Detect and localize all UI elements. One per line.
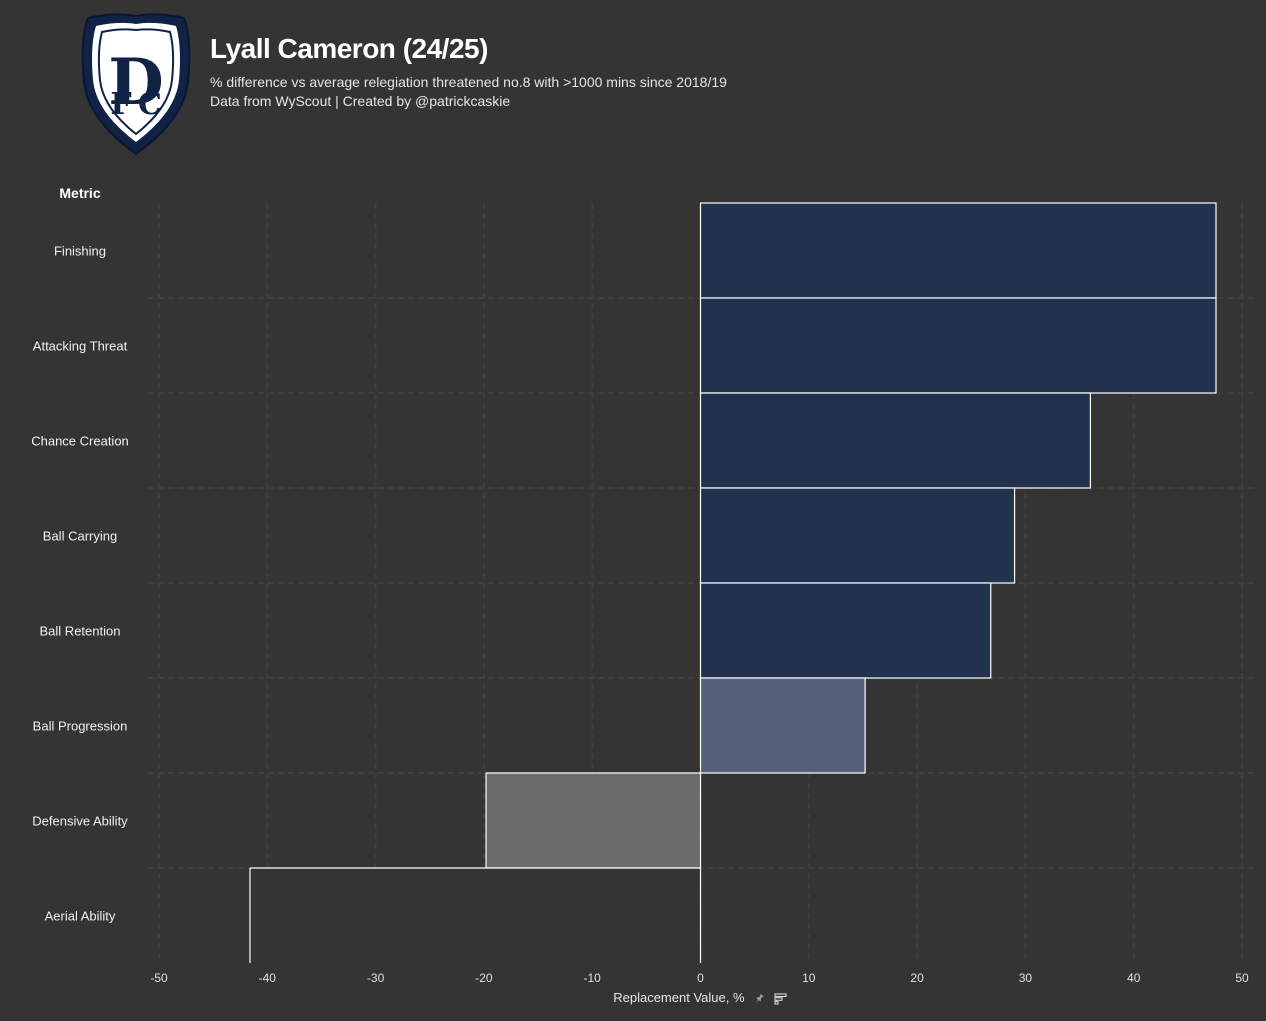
x-tick-label: 40 xyxy=(1127,971,1141,985)
x-axis-label-row: Replacement Value, % xyxy=(1,990,1266,1005)
x-tick-label: -40 xyxy=(259,971,277,985)
chart-title: Lyall Cameron (24/25) xyxy=(210,33,488,64)
bar-ball-retention xyxy=(699,582,992,679)
crest-letter-c: C xyxy=(138,87,162,122)
bar-defensive-ability xyxy=(485,772,702,869)
x-tick-label: -20 xyxy=(475,971,493,985)
crest-letter-d: D xyxy=(108,45,164,120)
sort-bars-icon xyxy=(774,993,787,1005)
x-tick-label: -10 xyxy=(584,971,602,985)
category-label: Chance Creation xyxy=(31,434,129,449)
x-tick-label: 30 xyxy=(1019,971,1033,985)
dundee-fc-crest-icon: D F C xyxy=(81,13,191,156)
bar-ball-progression xyxy=(699,677,866,774)
category-label: Ball Carrying xyxy=(43,529,117,544)
crest-letter-f: F xyxy=(110,87,131,122)
x-tick-label: 50 xyxy=(1235,971,1249,985)
pin-icon xyxy=(755,993,764,1003)
x-axis-label-group: Replacement Value, % xyxy=(613,990,788,1005)
x-tick-label: -50 xyxy=(150,971,168,985)
category-label: Finishing xyxy=(54,244,106,259)
category-label: Attacking Threat xyxy=(33,339,128,354)
x-tick-label: 20 xyxy=(910,971,924,985)
bar-chance-creation xyxy=(699,392,1091,489)
category-label: Defensive Ability xyxy=(32,814,128,829)
bar-finishing xyxy=(699,202,1217,299)
category-axis-header: Metric xyxy=(59,185,101,201)
x-tick-label: -30 xyxy=(367,971,385,985)
category-label: Ball Retention xyxy=(40,624,121,639)
chart-caption: Data from WyScout | Created by @patrickc… xyxy=(210,93,511,109)
category-label: Ball Progression xyxy=(33,719,128,734)
x-axis-label: Replacement Value, % xyxy=(613,990,745,1005)
bar-attacking-threat xyxy=(699,297,1217,394)
chart-subtitle: % difference vs average relegiation thre… xyxy=(210,74,727,90)
category-label: Aerial Ability xyxy=(45,909,116,924)
x-tick-label: 10 xyxy=(802,971,816,985)
x-tick-label: 0 xyxy=(697,971,704,985)
bar-aerial-ability xyxy=(249,868,701,963)
bar-ball-carrying xyxy=(699,487,1016,584)
